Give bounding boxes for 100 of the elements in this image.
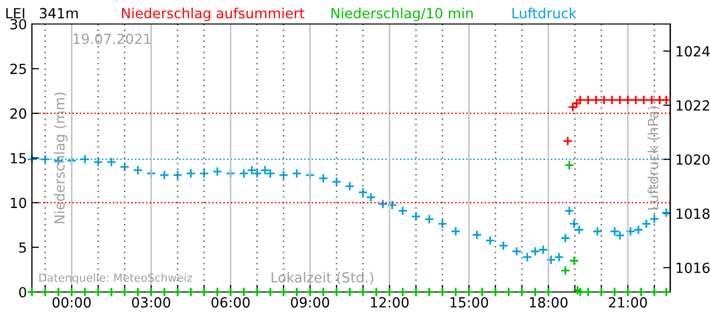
point [564, 206, 574, 216]
point [560, 266, 570, 276]
point [80, 154, 90, 164]
x-tick-label: 12:00 [371, 297, 409, 308]
point [614, 94, 625, 105]
point [278, 170, 289, 180]
chart-title: LEI 341m [6, 8, 78, 18]
point [252, 168, 262, 178]
point [568, 102, 578, 112]
point [238, 168, 249, 178]
point [498, 240, 508, 251]
point [610, 287, 620, 297]
annotation: 19.07.2021 [74, 34, 150, 44]
point [344, 287, 355, 297]
point [522, 252, 532, 262]
point [172, 287, 183, 297]
point [606, 94, 617, 105]
point [572, 285, 583, 296]
x-tick-label: 06:00 [211, 297, 250, 308]
point [610, 226, 620, 236]
point [504, 287, 514, 297]
point [93, 157, 104, 168]
point [622, 94, 633, 105]
point [159, 287, 170, 297]
point [106, 157, 116, 168]
point [80, 287, 90, 297]
y-tick-label: 15 [10, 153, 26, 164]
y-tick-label: 30 [10, 18, 26, 30]
point [358, 287, 368, 297]
point [366, 192, 376, 202]
point [371, 287, 382, 297]
point [40, 154, 50, 164]
point [630, 94, 641, 105]
y-tick-label: 10 [10, 198, 26, 208]
point [641, 218, 652, 229]
point [260, 165, 270, 176]
point [265, 287, 276, 297]
point [292, 287, 302, 297]
x-tick-label: 15:00 [450, 297, 488, 308]
point [622, 287, 633, 297]
point [543, 287, 554, 297]
point [562, 136, 573, 146]
point [646, 94, 657, 105]
point [387, 200, 398, 210]
point [636, 287, 646, 297]
point [564, 160, 574, 170]
point [560, 233, 570, 244]
point [626, 226, 636, 236]
text: Niederschlag aufsummiert [122, 8, 304, 22]
point [265, 168, 276, 178]
point [450, 287, 461, 297]
point [246, 165, 257, 176]
point [358, 187, 368, 198]
point [661, 287, 672, 297]
point [238, 287, 249, 297]
point [212, 166, 222, 177]
x-tick-label: 18:00 [530, 297, 568, 308]
point [649, 214, 660, 224]
point [530, 246, 540, 256]
point [226, 287, 236, 297]
y2-tick-label: 1018 [676, 208, 710, 219]
point [384, 287, 394, 297]
y-tick-label: 5 [19, 242, 26, 253]
point [472, 230, 482, 240]
text: Niederschlag/10 min [332, 8, 473, 22]
point [398, 287, 408, 297]
point [599, 94, 610, 105]
point [569, 218, 580, 229]
point [292, 168, 302, 178]
point [538, 244, 548, 255]
point [199, 287, 210, 297]
point [212, 287, 222, 297]
point [633, 224, 644, 235]
point [572, 98, 582, 109]
point [398, 206, 408, 216]
point [614, 230, 625, 240]
point [437, 218, 448, 229]
point [530, 287, 540, 297]
point [583, 287, 594, 297]
point [278, 287, 289, 297]
point [332, 287, 342, 297]
point [437, 287, 448, 297]
y2-tick-label: 1016 [676, 262, 710, 274]
point [120, 287, 130, 297]
point [574, 224, 584, 235]
point [583, 94, 594, 105]
x-tick-label: 21:00 [608, 297, 647, 308]
x-tick-label: 00:00 [52, 297, 91, 308]
point [490, 287, 500, 297]
y-tick-label: 0 [19, 286, 26, 298]
point [305, 170, 316, 180]
y-tick-label: 20 [10, 108, 26, 119]
x-tick-label: 03:00 [132, 297, 170, 308]
point [554, 252, 564, 262]
point [159, 170, 170, 180]
point [40, 287, 50, 297]
y2-tick-label: 1024 [676, 46, 710, 57]
point [575, 94, 586, 105]
point [638, 94, 649, 105]
point [93, 287, 104, 297]
